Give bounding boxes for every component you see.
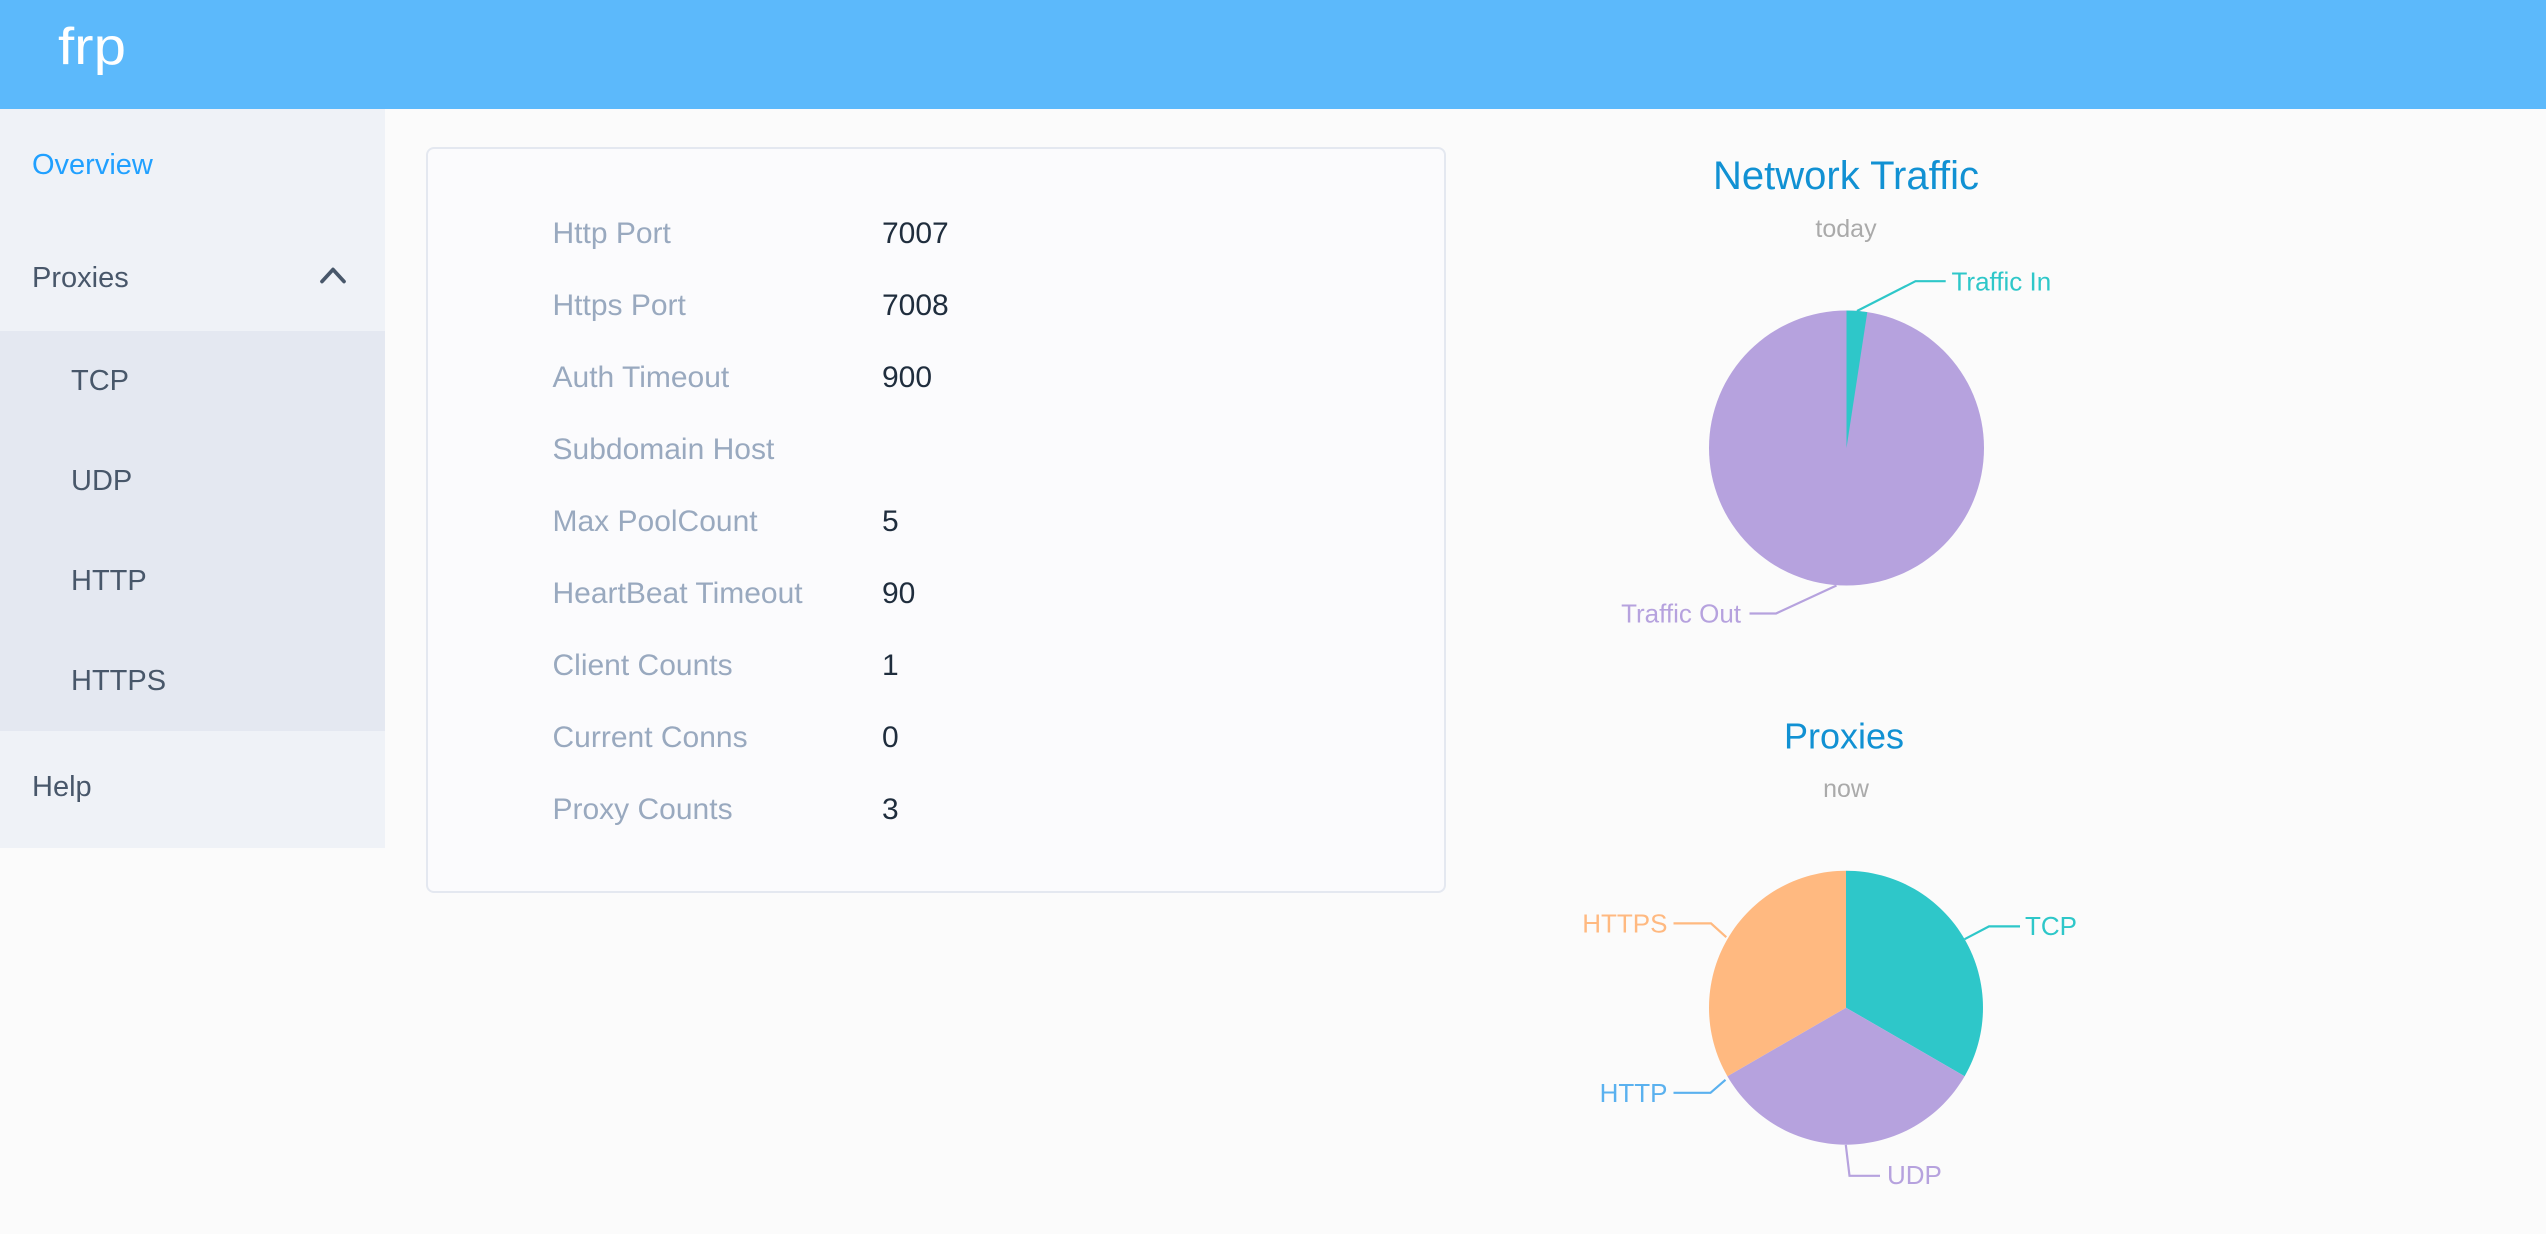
- svg-text:TCP: TCP: [2025, 911, 2077, 941]
- svg-text:Network Traffic: Network Traffic: [1713, 154, 1979, 198]
- svg-text:HTTP: HTTP: [1600, 1078, 1668, 1108]
- svg-text:Traffic In: Traffic In: [1952, 266, 2052, 296]
- svg-text:now: now: [1823, 775, 1870, 803]
- svg-text:today: today: [1815, 215, 1877, 243]
- svg-text:HTTPS: HTTPS: [1582, 908, 1667, 938]
- svg-text:UDP: UDP: [1887, 1160, 1942, 1190]
- svg-text:Proxies: Proxies: [1784, 715, 1904, 756]
- svg-text:Traffic Out: Traffic Out: [1621, 599, 1742, 629]
